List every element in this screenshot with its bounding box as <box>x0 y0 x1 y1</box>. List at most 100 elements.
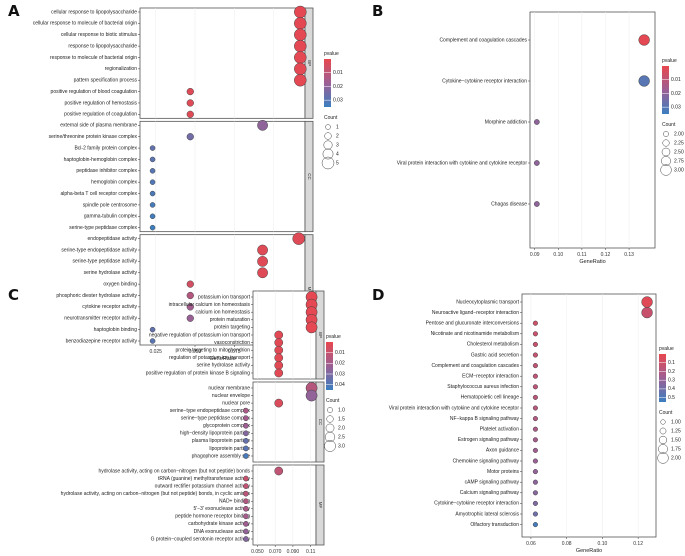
facet-strip-label: MF <box>307 287 312 294</box>
data-point <box>294 28 307 41</box>
legend-size-label: 5 <box>336 160 339 166</box>
legend-size-title: Count <box>326 398 340 404</box>
legend-color-tick-label: 0.3 <box>668 378 675 384</box>
data-point <box>638 34 650 46</box>
legend-size-label: 2 <box>336 133 339 139</box>
term-label: gamma-tubulin complex <box>84 214 138 220</box>
term-label: Complement and coagulation cascades <box>431 363 519 369</box>
data-point <box>532 426 538 432</box>
legend-color-title: pvalue <box>659 346 674 352</box>
legend-color-tick-label: 0.5 <box>668 395 675 401</box>
legend-size-circle <box>323 140 333 150</box>
term-label: 5'−3' exonuclease activity <box>193 506 250 512</box>
data-point <box>149 224 156 231</box>
term-label: phosphoric diester hydrolase activity <box>56 293 137 299</box>
data-point <box>243 407 249 414</box>
legend-size-label: 3.0 <box>338 443 345 449</box>
term-label: cAMP signaling pathway <box>465 480 520 486</box>
term-label: serine-type endopeptidase activity <box>61 247 137 253</box>
facet-strip-label: BP <box>318 332 323 338</box>
legend-size-label: 3 <box>336 142 339 148</box>
legend-size-label: 1.25 <box>671 428 681 434</box>
term-label: spindle pole centrosome <box>83 202 137 208</box>
data-point <box>243 483 249 489</box>
facet-box <box>252 464 317 546</box>
term-label: nuclear pore <box>222 400 250 406</box>
legend-size-label: 3.00 <box>674 167 684 173</box>
legend-size-label: 2.50 <box>674 149 684 155</box>
x-axis-title: GeneRatio <box>209 356 235 362</box>
legend-color-tick-label: 0.02 <box>335 361 345 367</box>
x-tick-label: 0.09 <box>530 252 540 258</box>
panel-B: B Complement and coagulation cascades Cyto… <box>372 2 684 265</box>
data-point <box>149 326 156 333</box>
facet-strip-label: CC <box>307 173 312 180</box>
term-label: phagophore assembly site <box>192 453 251 459</box>
term-label: hydrolase activity, acting on carbon−nit… <box>61 491 251 497</box>
data-point <box>243 438 249 444</box>
x-tick-label: 0.050 <box>189 349 202 355</box>
x-tick-label: 0.12 <box>601 252 611 258</box>
term-label: hydrolase activity, acting on carbon−nit… <box>98 468 250 474</box>
term-label: ECM−receptor interaction <box>462 374 519 380</box>
data-point <box>292 232 305 245</box>
term-label: alpha-beta T cell receptor complex <box>60 191 137 197</box>
legend-size-label: 4 <box>336 151 339 157</box>
x-tick-label: 0.070 <box>269 549 282 555</box>
legend-size-circle <box>324 132 332 140</box>
data-point <box>274 345 284 355</box>
term-label: Axon guidance <box>486 448 519 454</box>
term-label: Staphylococcus aureus infection <box>447 384 519 390</box>
term-label: Hematopoietic cell lineage <box>461 395 520 401</box>
data-point <box>149 179 156 185</box>
data-point <box>638 75 650 87</box>
x-tick-label: 0.090 <box>287 549 300 555</box>
term-label: cytokine receptor activity <box>82 304 137 310</box>
legend-size-circle <box>660 164 672 176</box>
term-label: Morphine addiction <box>485 119 527 125</box>
term-label: serine−type endopeptidase complex <box>170 408 251 414</box>
data-point <box>243 430 249 437</box>
data-point <box>532 352 538 358</box>
term-label: Estrogen signaling pathway <box>458 437 520 443</box>
term-label: outward rectifier potassium channel acti… <box>155 483 251 489</box>
data-point <box>532 320 538 326</box>
data-point <box>532 500 538 506</box>
x-tick-label: 0.050 <box>251 549 264 555</box>
term-label: response to molecule of bacterial origin <box>50 55 137 61</box>
facet-box <box>252 381 317 463</box>
x-tick-label: 0.025 <box>149 349 162 355</box>
facet-strip <box>315 381 325 463</box>
data-point <box>274 466 284 476</box>
term-label: positive regulation of protein kinase B … <box>146 370 250 376</box>
term-label: Pentose and glucuronate interconversions <box>426 321 520 327</box>
term-label: DNA exonuclease activity <box>194 529 251 535</box>
term-label: Calcium signaling pathway <box>460 490 520 496</box>
legend-size-label: 2.00 <box>674 131 684 137</box>
data-point <box>186 99 194 107</box>
data-point <box>533 201 540 207</box>
term-label: vasoconstriction <box>214 340 250 346</box>
facet-box <box>252 290 317 380</box>
legend-size-label: 1.0 <box>338 407 345 413</box>
facet-strip <box>304 120 314 233</box>
legend-color-title: pvalue <box>326 334 341 340</box>
term-label: protein targeting to mitochondrion <box>176 348 251 354</box>
term-label: Motor proteins <box>487 469 519 475</box>
legend-color-tick-label: 0.04 <box>335 382 345 388</box>
data-point <box>186 133 194 141</box>
term-label: cellular response to molecule of bacteri… <box>33 21 137 27</box>
x-tick-label: 0.08 <box>562 541 572 547</box>
legend-size-label: 2.75 <box>674 158 684 164</box>
x-tick-label: 0.10 <box>598 541 608 547</box>
term-label: Cholesterol metabolism <box>467 342 519 348</box>
term-label: serine−type peptidase complex <box>181 416 251 422</box>
facet-strip <box>315 464 325 546</box>
term-label: peptidase inhibitor complex <box>76 168 137 174</box>
term-label: NF−kappa B signaling pathway <box>450 416 520 422</box>
legend-size-title: Count <box>324 115 338 121</box>
term-label: oxygen binding <box>103 281 137 287</box>
data-point <box>532 511 538 517</box>
term-label: peptide hormone receptor binding <box>175 514 250 520</box>
